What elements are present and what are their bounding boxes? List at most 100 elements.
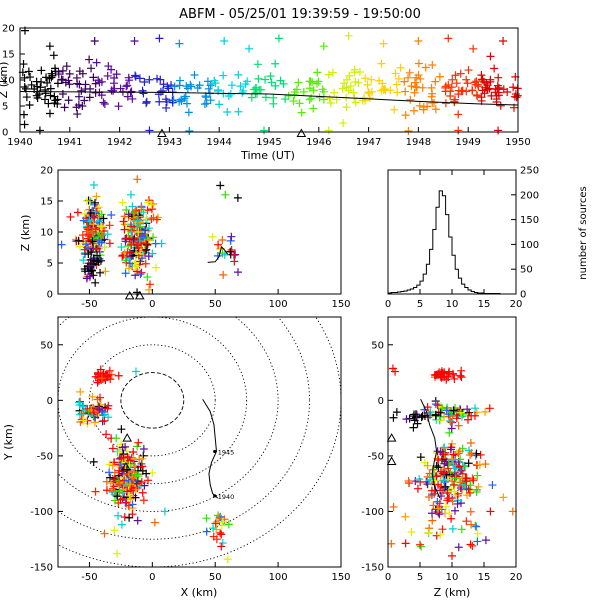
- time-height-point: [54, 70, 63, 79]
- time-height-point: [448, 75, 457, 84]
- time-height-point: [190, 71, 199, 80]
- plan-view-track-marker: [213, 494, 217, 498]
- plan-view-outlier: [113, 549, 122, 558]
- time-height-point: [396, 63, 405, 72]
- plan-view-point: [202, 527, 211, 536]
- time-height-point: [380, 84, 389, 93]
- time-height-point: [170, 82, 179, 91]
- time-height-point: [377, 59, 386, 68]
- x-height-point: [137, 268, 146, 277]
- z-y-point: [443, 488, 452, 497]
- plan-view-range-ring: [88, 344, 216, 457]
- z-y-point: [446, 417, 455, 426]
- plan-view-point: [108, 461, 117, 470]
- time-height-point: [349, 88, 358, 97]
- time-height-point: [238, 88, 247, 97]
- time-height-point: [468, 86, 477, 95]
- x-height-track: [207, 245, 229, 263]
- z-y-point: [417, 542, 426, 551]
- histogram-data: [387, 190, 516, 295]
- z-y-point: [441, 448, 450, 457]
- z-y-point: [415, 475, 424, 484]
- z-y-point: [439, 476, 448, 485]
- time-height-point: [252, 83, 261, 92]
- time-height-point: [125, 76, 134, 85]
- time-height-point: [142, 97, 151, 106]
- time-height-point: [345, 71, 354, 80]
- time-height-point: [276, 76, 285, 85]
- x-height-point: [89, 271, 98, 280]
- time-height-point: [159, 80, 168, 89]
- z-y-point: [389, 502, 398, 511]
- time-height-point: [305, 84, 314, 93]
- z-y-point: [450, 374, 459, 383]
- time-height-point: [78, 69, 87, 78]
- z-y-point: [450, 487, 459, 496]
- z-y-point: [436, 467, 445, 476]
- plan-view-point: [114, 511, 123, 520]
- x-height-point: [95, 203, 104, 212]
- time-height-point: [203, 77, 212, 86]
- plan-view-point: [108, 487, 117, 496]
- time-height-point: [350, 65, 359, 74]
- z-y-point: [424, 528, 433, 537]
- z-y-panel: 0 5 10 15 20 -150 -100 -50 0 50 Z (km): [361, 316, 522, 599]
- time-height-point: [223, 107, 232, 116]
- time-height-data: [18, 26, 522, 138]
- plan-view-point: [104, 401, 113, 410]
- time-height-point: [401, 87, 410, 96]
- time-height-point: [492, 95, 501, 104]
- time-height-point: [405, 68, 414, 77]
- x-height-point: [66, 212, 75, 221]
- x-height-point: [121, 269, 130, 278]
- plan-view-point: [115, 486, 124, 495]
- x-height-ytick-label: 20: [40, 166, 53, 177]
- x-height-point: [139, 208, 148, 217]
- plan-view-outlier: [150, 518, 159, 527]
- time-height-outlier: [444, 34, 453, 43]
- z-y-point: [450, 481, 459, 490]
- time-height-point: [53, 79, 62, 88]
- time-height-point: [355, 67, 364, 76]
- x-height-point: [80, 210, 89, 219]
- time-height-point: [64, 96, 73, 105]
- time-height-point: [215, 100, 224, 109]
- x-height-point: [142, 239, 151, 248]
- plan-view-point: [102, 430, 111, 439]
- time-height-point: [269, 93, 278, 102]
- plan-view-range-ring: [58, 317, 279, 512]
- z-y-point: [416, 453, 425, 462]
- x-height-point: [74, 236, 83, 245]
- time-height-point: [267, 78, 276, 87]
- z-y-point: [445, 428, 454, 437]
- z-y-point: [423, 403, 432, 412]
- time-height-point: [391, 69, 400, 78]
- time-height-point: [509, 83, 518, 92]
- x-height-point: [227, 245, 236, 254]
- plan-view-point: [125, 480, 134, 489]
- time-height-point: [46, 91, 55, 100]
- z-y-track: [420, 399, 441, 499]
- histogram-ytick-label: 200: [520, 190, 539, 201]
- time-height-point: [477, 71, 486, 80]
- x-height-point: [152, 215, 161, 224]
- x-height-point: [149, 233, 158, 242]
- time-height-point: [457, 87, 466, 96]
- time-height-point: [65, 69, 74, 78]
- time-height-xtick-label: 1946: [306, 137, 331, 148]
- z-y-point: [431, 476, 440, 485]
- time-height-point: [72, 103, 81, 112]
- x-height-point: [57, 240, 66, 249]
- plan-view-point: [202, 514, 211, 523]
- x-height-data: [57, 175, 243, 300]
- plan-view-point: [75, 410, 84, 419]
- plan-view-panel: 1945 1940 -50 0 50 100 150 -150 -100 -50 0 50 X (k…: [2, 316, 351, 599]
- time-height-point: [85, 93, 94, 102]
- time-height-point: [139, 89, 148, 98]
- z-y-point: [440, 483, 449, 492]
- plan-view-point: [128, 500, 137, 509]
- x-height-point: [143, 240, 152, 249]
- time-height-point: [62, 62, 71, 71]
- time-height-point: [454, 110, 463, 119]
- time-height-point: [123, 92, 132, 101]
